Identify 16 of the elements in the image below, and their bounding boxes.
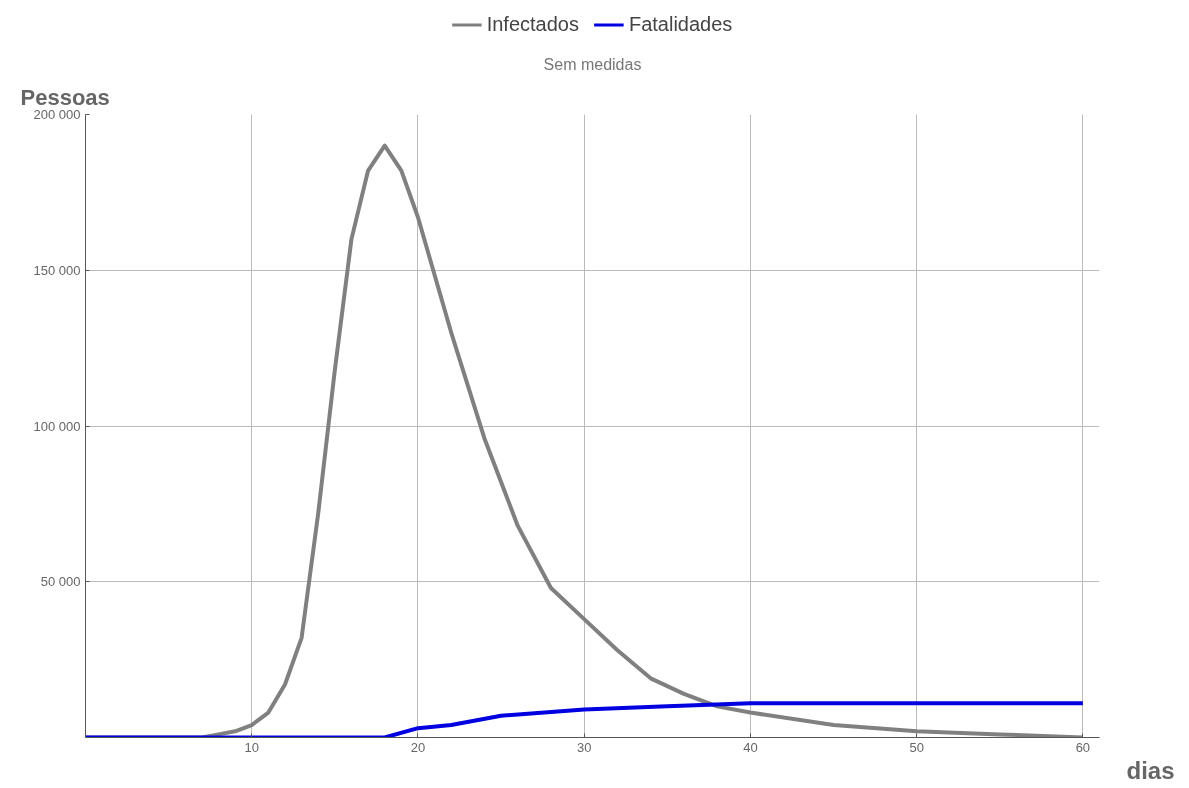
x-tick-label: 50 xyxy=(909,739,924,755)
y-axis-title: Pessoas xyxy=(20,84,110,110)
legend-label: Infectados xyxy=(486,12,579,36)
x-tick-label: 20 xyxy=(410,739,426,755)
y-tick-label: 50 000 xyxy=(40,574,81,590)
line-series xyxy=(85,701,1085,738)
y-tick-label: 100 000 xyxy=(33,418,81,434)
x-tick-label: 60 xyxy=(1075,739,1091,755)
y-tick-label: 150 000 xyxy=(33,262,81,278)
legend-label: Fatalidades xyxy=(628,12,733,36)
y-tick-label: 200 000 xyxy=(33,107,81,122)
x-axis-title: dias xyxy=(1126,756,1175,784)
x-tick-label: 30 xyxy=(576,739,592,755)
chart-title: Sem medidas xyxy=(543,55,642,73)
x-tick-label: 40 xyxy=(743,739,758,755)
x-tick-label: 10 xyxy=(244,739,259,755)
